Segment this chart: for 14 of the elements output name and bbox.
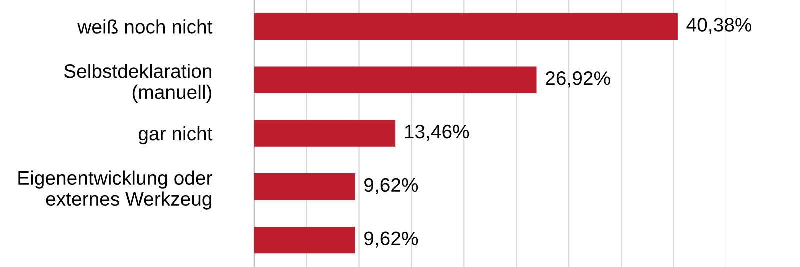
bar bbox=[254, 66, 537, 94]
data-label: 26,92% bbox=[546, 72, 610, 88]
data-label: 9,62% bbox=[364, 232, 418, 248]
bar bbox=[254, 174, 356, 200]
data-label: 40,38% bbox=[686, 18, 752, 34]
y-tick-label: gar nicht bbox=[138, 126, 213, 145]
y-tick-label: Eigenentwicklung oder externes Werkzeug bbox=[18, 170, 212, 210]
y-tick-label: weiß noch nicht bbox=[78, 20, 213, 34]
data-label: 9,62% bbox=[364, 178, 418, 194]
bar bbox=[254, 120, 396, 147]
y-tick-label: Selbstdeklaration (manuell) bbox=[64, 64, 212, 104]
bar bbox=[254, 226, 356, 254]
bar bbox=[254, 13, 678, 40]
data-label: 13,46% bbox=[405, 124, 470, 142]
